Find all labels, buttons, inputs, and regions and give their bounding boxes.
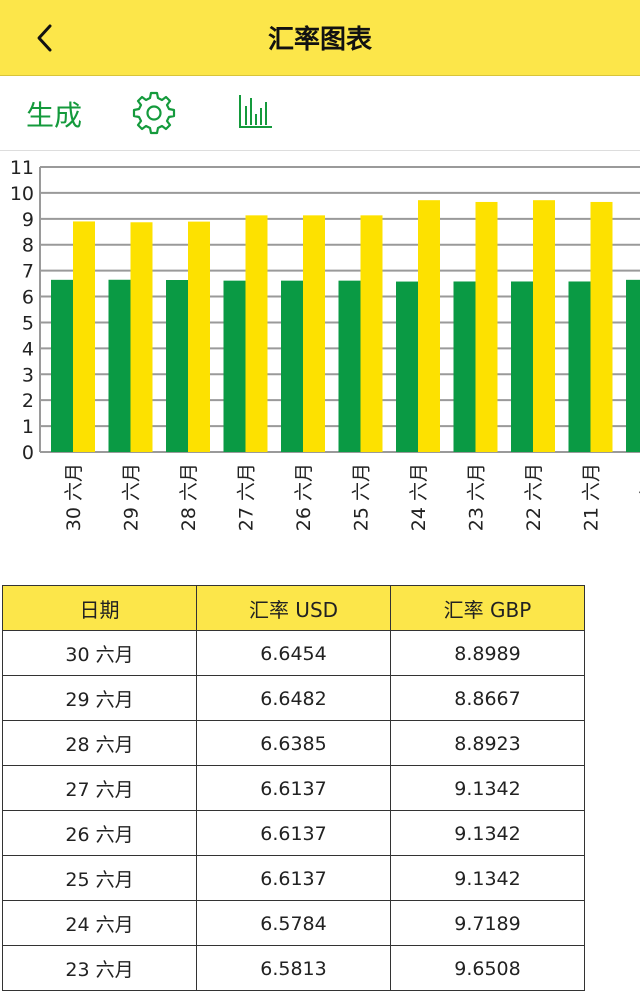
date-cell: 23 六月 <box>2 945 197 991</box>
usd-cell: 6.6385 <box>196 720 391 766</box>
table-row[interactable]: 28 六月 6.6385 8.8923 <box>2 720 585 766</box>
usd-cell: 6.6137 <box>196 855 391 901</box>
bar-usd <box>51 279 73 452</box>
generate-button[interactable]: 生成 <box>26 99 83 132</box>
bar-gbp <box>303 215 325 452</box>
y-tick-label: 1 <box>22 416 34 438</box>
bar-usd <box>338 280 361 452</box>
y-tick-label: 9 <box>22 209 34 231</box>
bar-gbp <box>245 215 268 452</box>
bar-gbp <box>130 222 153 452</box>
date-cell: 28 六月 <box>2 720 197 766</box>
x-tick-label: 23 六月 <box>466 463 488 531</box>
gbp-cell: 9.1342 <box>390 765 585 811</box>
x-tick-label: 20 六月 <box>638 463 640 531</box>
table-row[interactable]: 24 六月 6.5784 9.7189 <box>2 900 585 946</box>
y-tick-label: 0 <box>22 442 34 464</box>
bar-usd <box>223 280 246 452</box>
table-row[interactable]: 30 六月 6.6454 8.8989 <box>2 630 585 676</box>
gbp-cell: 8.8667 <box>390 675 585 721</box>
x-tick-label: 22 六月 <box>523 463 545 531</box>
bar-gbp <box>188 221 210 452</box>
date-cell: 30 六月 <box>2 630 197 676</box>
bar-usd <box>511 281 533 452</box>
gbp-cell: 8.8923 <box>390 720 585 766</box>
table-header-row: 日期 汇率 USD 汇率 GBP <box>2 585 585 631</box>
usd-cell: 6.5784 <box>196 900 391 946</box>
bar-usd <box>568 281 591 452</box>
gear-icon[interactable] <box>131 90 177 136</box>
exchange-rate-bar-chart: 0 1 2 3 4 5 6 7 8 9 10 11 30 六月 29 六月 28 六月 27 六月 26 六月 2… <box>10 157 640 531</box>
gbp-cell: 8.8989 <box>390 630 585 676</box>
bar-gbp <box>533 200 555 452</box>
bar-usd <box>166 280 188 452</box>
table-row[interactable]: 29 六月 6.6482 8.8667 <box>2 675 585 721</box>
date-cell: 25 六月 <box>2 855 197 901</box>
x-tick-label: 25 六月 <box>351 463 373 531</box>
date-cell: 24 六月 <box>2 900 197 946</box>
date-cell: 27 六月 <box>2 765 197 811</box>
table-row[interactable]: 27 六月 6.6137 9.1342 <box>2 765 585 811</box>
bar-gbp <box>73 221 95 452</box>
x-tick-label: 26 六月 <box>293 463 315 531</box>
bar-gbp <box>418 200 440 452</box>
bar-usd <box>453 281 476 452</box>
bar-gbp <box>590 201 613 452</box>
gbp-cell: 9.1342 <box>390 855 585 901</box>
y-tick-label: 11 <box>10 157 34 179</box>
x-tick-label: 27 六月 <box>236 463 258 531</box>
toolbar: 生成 <box>0 76 640 151</box>
page-title: 汇率图表 <box>267 25 372 55</box>
y-tick-label: 5 <box>22 312 34 334</box>
table-row[interactable]: 26 六月 6.6137 9.1342 <box>2 810 585 856</box>
bar-chart-icon[interactable] <box>236 92 276 132</box>
usd-cell: 6.5813 <box>196 945 391 991</box>
y-tick-label: 6 <box>22 287 34 309</box>
bar-gbp <box>475 201 498 452</box>
date-cell: 29 六月 <box>2 675 197 721</box>
usd-cell: 6.6137 <box>196 765 391 811</box>
y-tick-label: 3 <box>22 364 34 386</box>
x-tick-label: 29 六月 <box>121 463 143 531</box>
gbp-cell: 9.1342 <box>390 810 585 856</box>
app-header: 汇率图表 <box>0 0 640 76</box>
table-row[interactable]: 25 六月 6.6137 9.1342 <box>2 855 585 901</box>
header-usd: 汇率 USD <box>196 585 391 631</box>
bar-usd <box>281 280 303 452</box>
usd-cell: 6.6482 <box>196 675 391 721</box>
usd-cell: 6.6454 <box>196 630 391 676</box>
rate-table: 日期 汇率 USD 汇率 GBP 30 六月 6.6454 8.8989 29 六月 6… <box>2 585 585 991</box>
x-tick-label: 30 六月 <box>63 463 85 531</box>
gbp-cell: 9.6508 <box>390 945 585 991</box>
chevron-left-icon[interactable] <box>26 18 66 58</box>
y-tick-label: 8 <box>22 235 34 257</box>
x-tick-label: 24 六月 <box>408 463 430 531</box>
y-tick-label: 7 <box>22 261 34 283</box>
header-gbp: 汇率 GBP <box>390 585 585 631</box>
header-date: 日期 <box>2 585 197 631</box>
y-tick-label: 10 <box>10 183 34 205</box>
table-row[interactable]: 23 六月 6.5813 9.6508 <box>2 945 585 991</box>
bar-usd <box>626 279 640 452</box>
x-tick-label: 28 六月 <box>178 463 200 531</box>
bar-usd <box>396 281 418 452</box>
y-tick-label: 2 <box>22 390 34 412</box>
x-tick-label: 21 六月 <box>581 463 603 531</box>
gbp-cell: 9.7189 <box>390 900 585 946</box>
y-tick-label: 4 <box>22 338 34 360</box>
date-cell: 26 六月 <box>2 810 197 856</box>
bar-gbp <box>360 215 383 452</box>
bar-usd <box>108 279 131 452</box>
usd-cell: 6.6137 <box>196 810 391 856</box>
